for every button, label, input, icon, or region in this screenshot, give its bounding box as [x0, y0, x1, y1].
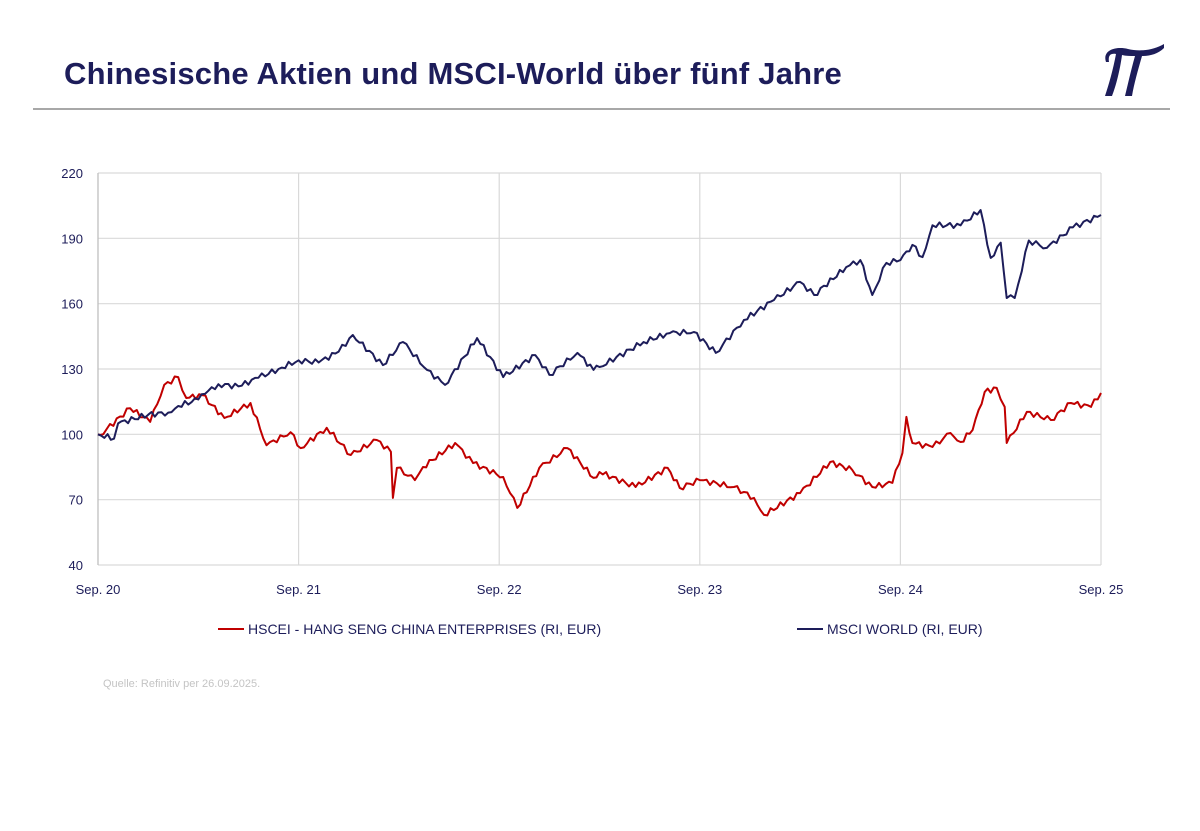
pi-logo-icon — [1105, 44, 1164, 96]
legend-item-msci: MSCI WORLD (RI, EUR) — [797, 621, 983, 637]
legend-item-hscei: HSCEI - HANG SENG CHINA ENTERPRISES (RI,… — [218, 621, 601, 637]
legend-swatch-msci — [797, 628, 823, 630]
x-tick-label: Sep. 20 — [76, 582, 121, 597]
y-tick-label: 100 — [61, 427, 83, 442]
y-tick-label: 190 — [61, 231, 83, 246]
title-divider — [33, 108, 1170, 110]
x-tick-label: Sep. 24 — [878, 582, 923, 597]
x-tick-label: Sep. 22 — [477, 582, 522, 597]
page-title: Chinesische Aktien und MSCI-World über f… — [64, 56, 842, 91]
y-tick-label: 130 — [61, 362, 83, 377]
y-tick-label: 70 — [69, 493, 83, 508]
x-tick-label: Sep. 21 — [276, 582, 321, 597]
series-line-msci-world — [97, 209, 1102, 441]
y-tick-label: 160 — [61, 297, 83, 312]
legend-swatch-hscei — [218, 628, 244, 630]
source-note: Quelle: Refinitiv per 26.09.2025. — [103, 678, 261, 690]
legend-label-hscei: HSCEI - HANG SENG CHINA ENTERPRISES (RI,… — [248, 621, 602, 637]
x-tick-label: Sep. 23 — [677, 582, 722, 597]
legend-label-msci: MSCI WORLD (RI, EUR) — [827, 621, 983, 637]
y-tick-label: 220 — [61, 166, 83, 181]
x-tick-label: Sep. 25 — [1079, 582, 1124, 597]
series-line-hscei — [97, 375, 1102, 517]
y-tick-label: 40 — [69, 558, 83, 573]
